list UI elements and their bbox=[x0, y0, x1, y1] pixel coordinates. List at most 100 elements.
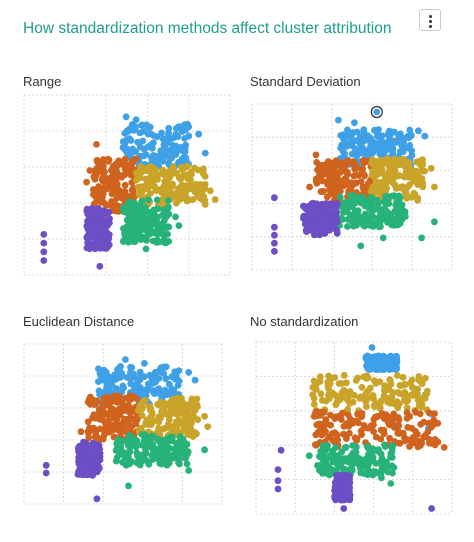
data-point bbox=[185, 431, 193, 438]
data-point bbox=[128, 234, 136, 242]
data-point bbox=[94, 456, 102, 463]
data-point bbox=[375, 364, 382, 371]
data-point bbox=[180, 417, 188, 425]
data-point bbox=[150, 152, 157, 159]
data-point bbox=[389, 149, 397, 157]
data-point bbox=[113, 180, 121, 188]
data-point bbox=[340, 135, 347, 143]
panel-title-range: Range bbox=[23, 74, 62, 89]
data-point bbox=[418, 161, 426, 169]
data-point bbox=[115, 186, 122, 193]
data-point-outlier bbox=[204, 423, 212, 430]
data-point-outlier bbox=[274, 466, 282, 473]
data-point bbox=[161, 149, 168, 156]
data-point bbox=[139, 137, 147, 145]
data-point-outlier bbox=[125, 482, 132, 490]
data-point bbox=[86, 466, 94, 474]
data-point bbox=[158, 460, 166, 468]
data-point bbox=[308, 225, 316, 233]
scatter-chart-no-standardization[interactable] bbox=[255, 341, 453, 515]
data-point bbox=[420, 418, 428, 426]
data-point bbox=[154, 416, 161, 424]
data-point bbox=[395, 416, 403, 424]
data-point bbox=[135, 191, 143, 198]
data-point bbox=[103, 245, 110, 252]
data-point bbox=[399, 429, 407, 437]
data-point bbox=[377, 210, 384, 218]
data-point bbox=[322, 397, 330, 405]
data-point bbox=[363, 443, 371, 450]
data-point bbox=[124, 200, 132, 208]
scatter-chart-euclidean-distance[interactable] bbox=[23, 343, 223, 505]
data-point bbox=[325, 168, 333, 176]
data-point bbox=[419, 183, 427, 191]
data-point bbox=[337, 416, 345, 423]
data-point bbox=[160, 436, 168, 444]
data-point bbox=[312, 385, 320, 393]
data-point bbox=[146, 403, 153, 411]
data-point bbox=[199, 170, 207, 178]
data-point bbox=[383, 193, 391, 201]
data-point bbox=[170, 451, 178, 459]
data-point bbox=[176, 460, 183, 468]
data-point bbox=[124, 436, 132, 444]
data-point bbox=[140, 145, 148, 153]
data-point bbox=[147, 415, 154, 423]
data-point bbox=[361, 222, 369, 229]
data-point-outlier bbox=[206, 187, 214, 195]
data-point bbox=[75, 448, 83, 456]
data-point bbox=[161, 424, 169, 432]
scatter-chart-range[interactable] bbox=[23, 94, 231, 276]
data-point bbox=[362, 398, 370, 406]
data-point bbox=[122, 161, 130, 169]
data-point bbox=[137, 163, 145, 170]
data-point bbox=[333, 431, 341, 439]
data-point bbox=[169, 437, 176, 445]
data-point bbox=[110, 200, 117, 207]
data-point bbox=[399, 148, 407, 156]
data-point bbox=[425, 439, 433, 447]
kebab-menu-icon[interactable] bbox=[419, 9, 441, 31]
data-point bbox=[92, 188, 100, 195]
data-point bbox=[324, 209, 332, 217]
data-point bbox=[111, 412, 119, 419]
data-point bbox=[370, 428, 377, 435]
data-point bbox=[358, 383, 366, 391]
data-point bbox=[125, 211, 133, 219]
data-point bbox=[144, 167, 151, 175]
data-point bbox=[161, 209, 169, 217]
data-point bbox=[370, 416, 378, 423]
data-point bbox=[339, 200, 346, 208]
data-point bbox=[100, 409, 107, 416]
data-point bbox=[98, 219, 106, 227]
data-point bbox=[112, 447, 120, 454]
data-point-outlier bbox=[418, 380, 426, 387]
data-point bbox=[121, 155, 129, 163]
data-point bbox=[171, 169, 179, 177]
data-point bbox=[315, 171, 323, 179]
data-point bbox=[137, 452, 145, 459]
data-point bbox=[130, 381, 138, 389]
data-point bbox=[189, 196, 197, 203]
data-point bbox=[344, 126, 351, 134]
data-point bbox=[379, 205, 387, 213]
data-point bbox=[393, 172, 401, 180]
cluster-gold bbox=[367, 155, 438, 204]
cluster-blue bbox=[362, 344, 435, 432]
data-point-outlier bbox=[379, 234, 387, 242]
data-point-outlier bbox=[431, 183, 438, 191]
data-point bbox=[383, 396, 391, 404]
scatter-chart-standard-deviation[interactable] bbox=[251, 103, 453, 271]
data-point bbox=[403, 404, 411, 411]
grid-lines bbox=[255, 341, 453, 515]
cluster-green bbox=[112, 431, 209, 490]
data-point bbox=[381, 441, 389, 449]
data-point bbox=[343, 207, 351, 215]
data-point bbox=[103, 219, 111, 227]
data-point bbox=[126, 168, 134, 176]
data-point bbox=[391, 358, 398, 366]
data-point bbox=[159, 370, 167, 377]
data-point-outlier bbox=[211, 196, 219, 203]
data-point bbox=[395, 439, 403, 447]
data-point bbox=[352, 179, 360, 187]
